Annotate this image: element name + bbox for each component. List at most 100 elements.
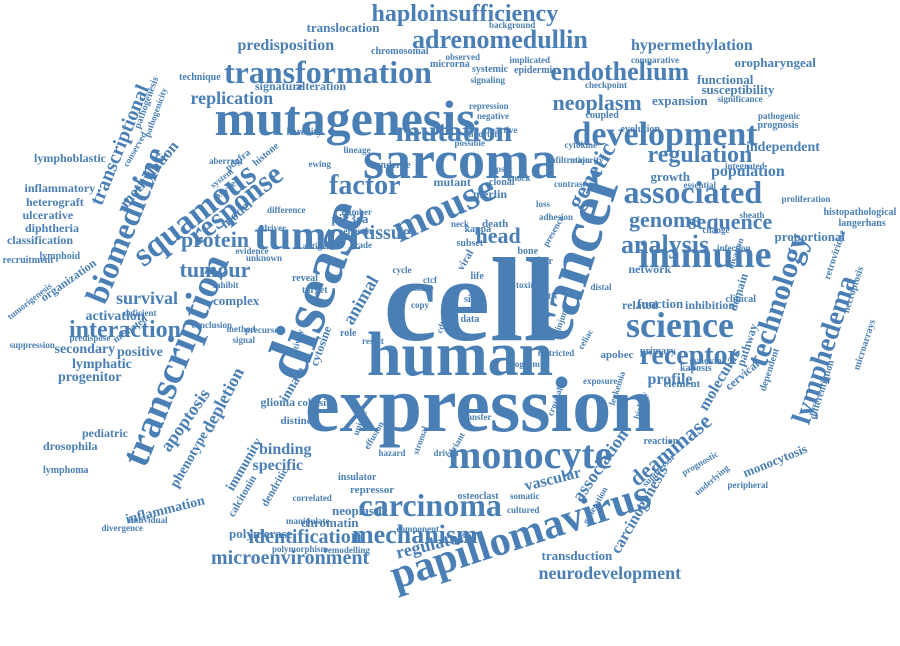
word-ctcf: ctcf xyxy=(423,274,437,285)
word-translocation: translocation xyxy=(306,19,380,35)
word-lymphoblastic: lymphoblastic xyxy=(34,151,107,165)
word-remodelling: remodelling xyxy=(324,544,370,555)
word-hazard: hazard xyxy=(378,447,406,458)
word-polymerase: polymerase xyxy=(229,525,293,541)
word-checkpoint: checkpoint xyxy=(585,79,628,90)
word-integrated: integrated xyxy=(725,160,765,171)
word-grade: grade xyxy=(350,239,372,250)
word-distinct: distinct xyxy=(280,414,316,427)
word-driver: driver xyxy=(262,222,286,233)
word-repression: repression xyxy=(469,100,509,111)
word-tumour: tumour xyxy=(179,257,251,282)
word-implicated: implicated xyxy=(509,54,551,65)
word-growth: growth xyxy=(650,168,690,184)
word-cohesin: cohesin xyxy=(297,396,333,409)
word-diphtheria: diphtheria xyxy=(25,221,80,235)
word-survival: survival xyxy=(116,288,179,308)
word-reaction: reaction xyxy=(643,436,679,447)
word-merlin: merlin xyxy=(473,187,507,201)
word-conclusion: conclusion xyxy=(191,319,233,330)
word-oropharyngeal: oropharyngeal xyxy=(734,54,816,70)
word-nerve: nerve xyxy=(412,282,434,293)
word-cycle: cycle xyxy=(392,264,412,275)
word-restricted: restricted xyxy=(537,347,575,358)
word-sequence: sequence xyxy=(688,209,773,234)
word-activation: activation xyxy=(85,309,145,324)
word-microrna: microrna xyxy=(430,59,470,70)
word-evolution: evolution xyxy=(620,124,660,135)
word-reactive: reactive xyxy=(487,124,518,135)
word-result: result xyxy=(362,335,384,346)
word-somatic: somatic xyxy=(510,490,540,501)
word-chromatin: chromatin xyxy=(301,514,359,530)
word-ulcerative: ulcerative xyxy=(22,208,74,222)
word-langerhans: langerhans xyxy=(838,218,886,229)
word-sheath: sheath xyxy=(739,209,765,220)
word-systemic: systemic xyxy=(472,64,509,75)
word-signaling: signaling xyxy=(470,74,506,85)
word-correlated: correlated xyxy=(292,492,332,503)
word-lymphoid: lymphoid xyxy=(39,251,81,262)
word-data: data xyxy=(460,314,480,325)
word-copy: copy xyxy=(411,299,429,310)
word-pik3ca: pik3ca xyxy=(331,210,369,226)
word-transfer: transfer xyxy=(460,411,492,422)
word-endothelium: endothelium xyxy=(550,57,690,86)
word-knock: knock xyxy=(507,172,531,183)
word-inhibit: inhibit xyxy=(213,279,239,290)
word-negative: negative xyxy=(477,110,509,121)
word-identification: identification xyxy=(248,526,362,548)
word-microarrays: microarrays xyxy=(850,318,878,372)
word-cultured: cultured xyxy=(507,504,540,515)
word-interaction: interaction xyxy=(69,317,181,343)
word-glioma: glioma xyxy=(260,395,296,409)
word-lineage: lineage xyxy=(343,144,371,155)
word-change: change xyxy=(702,224,730,235)
word-development: development xyxy=(572,116,758,153)
word-human: human xyxy=(367,321,554,389)
word-prognosis: prognosis xyxy=(757,120,799,131)
word-mutant: mutant xyxy=(433,175,471,189)
word-manipulate: manipulate xyxy=(286,515,330,526)
word-underlie: underlie xyxy=(375,160,411,171)
word-component: component xyxy=(396,523,440,534)
word-genome: genome xyxy=(629,207,702,232)
word-method: method xyxy=(226,323,256,334)
word-adrenomedullin: adrenomedullin xyxy=(412,25,588,54)
word-inhibition: inhibition xyxy=(685,298,736,312)
word-aberrant: aberrant xyxy=(209,155,243,166)
word-coupled: coupled xyxy=(585,110,619,121)
word-functional: functional xyxy=(697,71,754,87)
word-divergence: divergence xyxy=(101,522,143,533)
word-positive: positive xyxy=(117,345,163,360)
word-replication: replication xyxy=(190,88,274,108)
word-target: target xyxy=(302,285,328,296)
word-difference: difference xyxy=(267,204,306,215)
word-pathogenic: pathogenic xyxy=(758,110,801,121)
word-head: head xyxy=(475,223,521,248)
word-clinical: clinical xyxy=(725,294,757,305)
word-susceptibility: susceptibility xyxy=(701,81,775,97)
word-heredity: heredity xyxy=(286,127,322,138)
word-precursor: precursor xyxy=(245,324,283,335)
word-predisposition: predisposition xyxy=(237,37,335,54)
word-evidence: evidence xyxy=(235,245,269,256)
word-individual: individual xyxy=(128,514,168,525)
word-neurodevelopment: neurodevelopment xyxy=(538,563,682,583)
word-line: line xyxy=(443,312,459,323)
word-expression: expression xyxy=(305,361,655,448)
word-function: function xyxy=(637,295,684,311)
word-lymphatic: lymphatic xyxy=(72,357,132,372)
word-contrast: contrast xyxy=(554,178,586,189)
word-possible: possible xyxy=(454,137,486,148)
word-specific: specific xyxy=(252,457,304,474)
word-related: related xyxy=(622,298,658,312)
word-cytokine: cytokine xyxy=(564,139,598,150)
word-population: population xyxy=(711,163,785,180)
word-alteration: alteration xyxy=(296,79,346,93)
word-signal: signal xyxy=(232,334,256,345)
word-regulation: regulation xyxy=(647,142,753,168)
word-technique: technique xyxy=(179,72,221,83)
word-driven: driven xyxy=(433,447,459,458)
word-ewing: ewing xyxy=(308,158,332,169)
